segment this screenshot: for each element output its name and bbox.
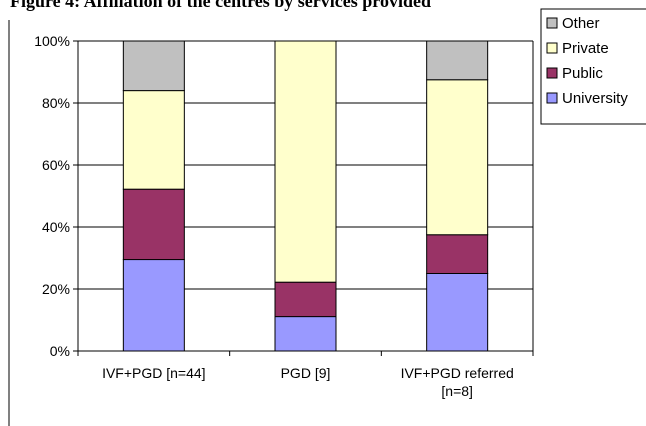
y-tick-label: 100% — [34, 33, 70, 49]
x-category-label: IVF+PGD [n=44] — [102, 365, 206, 381]
bar-segment-university — [122, 259, 185, 352]
legend-box — [540, 8, 646, 125]
legend-swatch-public — [546, 67, 558, 79]
legend: Other Private Public University — [540, 8, 646, 125]
bar-segment-private — [274, 40, 337, 283]
legend-label-other: Other — [562, 15, 600, 32]
bars — [122, 40, 489, 352]
axes — [8, 20, 534, 426]
legend-label-private: Private — [562, 40, 609, 57]
legend-label-public: Public — [562, 65, 603, 82]
y-tick-label: 60% — [42, 157, 70, 173]
y-tick-label: 0% — [50, 343, 70, 359]
bar-segment-public — [426, 234, 489, 274]
legend-label-university: University — [562, 90, 628, 107]
x-category-labels: IVF+PGD [n=44] PGD [9] IVF+PGD referred [n=… — [102, 365, 514, 399]
x-category-label: PGD [9] — [281, 365, 331, 381]
bar-segment-other — [426, 40, 489, 81]
x-category-label: [n=8] — [441, 383, 473, 399]
bar-segment-private — [426, 79, 489, 236]
y-tick-label: 40% — [42, 219, 70, 235]
y-tick-label: 20% — [42, 281, 70, 297]
bar-segment-university — [426, 273, 489, 352]
bar-segment-private — [122, 90, 185, 190]
bar-segment-university — [274, 316, 337, 352]
legend-swatch-university — [546, 92, 558, 104]
x-category-label: IVF+PGD referred — [401, 365, 514, 381]
bar-segment-other — [122, 40, 185, 92]
bar-segment-public — [122, 188, 185, 261]
chart-title: Figure 4: Affiliation of the centres by … — [10, 0, 431, 11]
y-tick-label: 80% — [42, 95, 70, 111]
legend-swatch-other — [546, 17, 558, 29]
bar-segment-public — [274, 281, 337, 318]
y-tick-labels: 0% 20% 40% 60% 80% 100% — [34, 33, 70, 359]
legend-swatch-private — [546, 42, 558, 54]
